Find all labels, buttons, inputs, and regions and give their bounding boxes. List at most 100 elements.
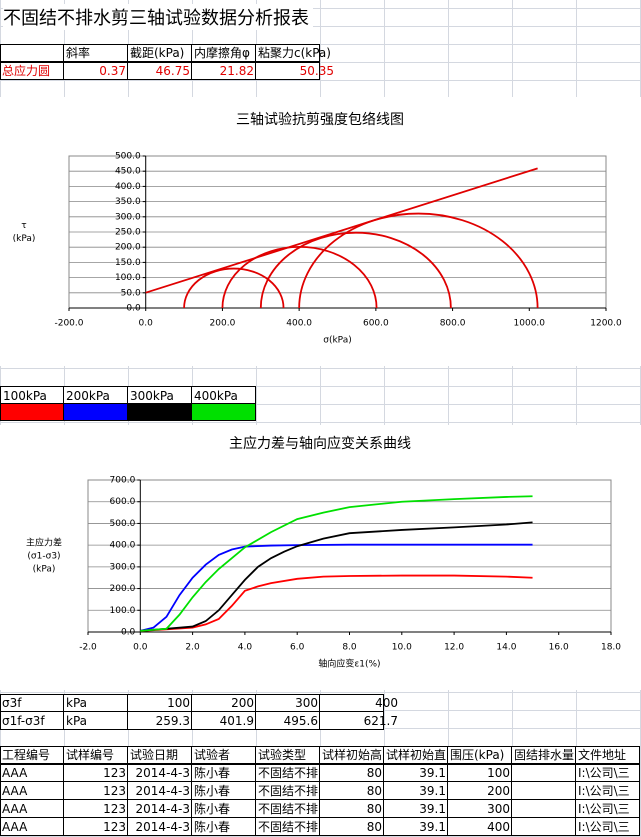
mohr-circle (259, 231, 452, 309)
x-tick-label: 0.0 (133, 643, 148, 653)
cell-border (448, 800, 512, 818)
y-tick-label: 400.0 (110, 541, 136, 551)
cell-border (192, 782, 256, 800)
cell-border (448, 746, 512, 764)
y-tick-label: 400.0 (115, 182, 141, 192)
table-cell: 截距(kPa) (130, 46, 185, 60)
legend-label: 200kPa (64, 386, 128, 404)
cell-border (192, 818, 256, 836)
cell-border (320, 818, 384, 836)
table-cell: kPa (66, 696, 87, 710)
table-cell: 39.1 (419, 766, 446, 780)
x-tick-label: 400.0 (286, 319, 312, 329)
cell-border (512, 818, 576, 836)
table-cell: 粘聚力c(kPa) (258, 46, 331, 60)
y-tick-label: 200.0 (115, 243, 141, 253)
cell-border (128, 712, 192, 730)
y-tick-label: 600.0 (110, 497, 136, 507)
y-axis-label: (kPa) (13, 234, 36, 244)
cell-border (256, 712, 320, 730)
cell-border (576, 782, 640, 800)
table-cell: AAA (2, 766, 28, 780)
cell-border (256, 764, 320, 782)
table-cell: I:\公司\三 (578, 766, 630, 780)
x-tick-label: 2.0 (185, 643, 200, 653)
cell-border (576, 818, 640, 836)
cell-border (0, 782, 64, 800)
cell-border (0, 746, 64, 764)
table-cell: 39.1 (419, 820, 446, 834)
cell-border (128, 818, 192, 836)
table-cell: 80 (366, 802, 382, 816)
y-tick-label: 500.0 (115, 152, 141, 162)
legend-label: 100kPa (0, 386, 64, 404)
cell-border (192, 44, 256, 62)
envelope-line (145, 167, 538, 294)
x-tick-label: 800.0 (440, 319, 466, 329)
y-tick-label: 300.0 (110, 562, 136, 572)
table-cell: AAA (2, 784, 28, 798)
table-cell: 陈小春 (194, 802, 231, 816)
table-cell: 文件地址 (578, 748, 627, 762)
cell-border (64, 818, 128, 836)
y-axis-label: (kPa) (33, 565, 56, 575)
cell-border (128, 782, 192, 800)
y-tick-label: 250.0 (115, 228, 141, 238)
cell-border (384, 800, 448, 818)
series-line (140, 521, 533, 632)
table-cell: 试样初始直 (386, 748, 447, 762)
cell-border (256, 800, 320, 818)
x-tick-label: 18.0 (601, 643, 621, 653)
cell-border (576, 800, 640, 818)
table-border (0, 764, 640, 836)
cell-border (128, 764, 192, 782)
table-cell: 46.75 (155, 64, 190, 78)
table-cell: 50.35 (299, 64, 334, 78)
cell-border (0, 694, 64, 712)
x-tick-label: 0.0 (139, 319, 154, 329)
cell-border (384, 764, 448, 782)
table-cell: 401.9 (219, 714, 254, 728)
table-cell: 400 (487, 820, 510, 834)
cell-border (0, 62, 64, 80)
x-tick-label: -200.0 (54, 319, 83, 329)
cell-border (192, 764, 256, 782)
x-tick-label: 6.0 (290, 643, 305, 653)
x-tick-label: 1200.0 (590, 319, 622, 329)
table-cell: I:\公司\三 (578, 802, 630, 816)
cell-border (320, 782, 384, 800)
table-cell: 80 (366, 766, 382, 780)
legend-swatch (128, 404, 192, 421)
cell-border (192, 62, 256, 80)
x-tick-label: 10.0 (392, 643, 412, 653)
y-tick-label: 100.0 (110, 606, 136, 616)
cell-border (64, 694, 128, 712)
cell-border (192, 712, 256, 730)
cell-border (256, 782, 320, 800)
cell-border (192, 800, 256, 818)
table-cell: 259.3 (155, 714, 190, 728)
table-cell: σ1f-σ3f (2, 714, 45, 728)
table-cell: 试验者 (194, 748, 231, 762)
table-cell: 不固结不排 (258, 766, 319, 780)
cell-border (0, 764, 64, 782)
table-border (0, 746, 640, 764)
cell-border (320, 746, 384, 764)
x-tick-label: -2.0 (79, 643, 97, 653)
table-cell: 0.37 (99, 64, 126, 78)
cell-border (64, 782, 128, 800)
table-cell: 固结排水量 (514, 748, 575, 762)
cell-border (448, 764, 512, 782)
y-axis-label: 主应力差 (26, 537, 62, 549)
cell-border (0, 44, 64, 62)
table-cell: 80 (366, 784, 382, 798)
table-cell: 123 (103, 784, 126, 798)
cell-border (256, 818, 320, 836)
table-cell: AAA (2, 820, 28, 834)
x-tick-label: 4.0 (238, 643, 253, 653)
cell-border (576, 764, 640, 782)
plot-area (87, 479, 612, 633)
y-tick-label: 150.0 (115, 258, 141, 268)
